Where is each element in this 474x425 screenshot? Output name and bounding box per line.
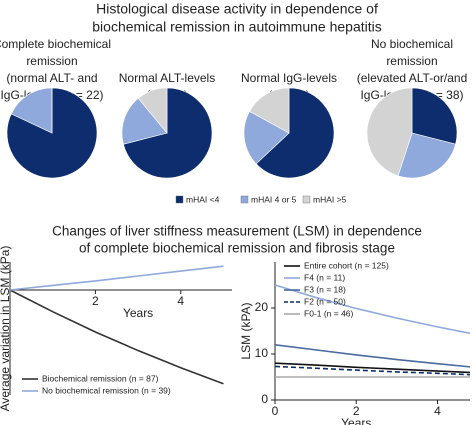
y-tick-label: 10 (255, 346, 269, 360)
pie-title: remission (26, 54, 77, 68)
y-axis-label: Average variation in LSM (kPa) (0, 246, 12, 412)
x-tick-label: 4 (434, 404, 441, 418)
series-line (274, 362, 471, 374)
pie-title: Complete biochemical (0, 37, 111, 51)
series-line (9, 265, 224, 291)
pie-slice (243, 110, 290, 165)
legend-label: No biochemical remission (n = 39) (42, 385, 171, 395)
pie-title: (normal ALT- and (6, 71, 97, 85)
pie-slice (123, 87, 213, 179)
pie-slice (137, 87, 168, 134)
y-axis-label: LSM (kPA) (239, 302, 253, 359)
series-line (274, 344, 471, 368)
pie-slice (249, 87, 290, 134)
legend-label: mHAI 4 or 5 (251, 194, 297, 204)
series-line (274, 365, 471, 376)
pie-slice (397, 132, 456, 179)
legend-swatch (175, 195, 184, 204)
legend-label: F2 (n = 50) (304, 296, 346, 306)
series-line (274, 284, 471, 335)
y-tick-label: 20 (255, 300, 269, 314)
pie-slice (366, 87, 413, 177)
x-axis-label: Years (123, 306, 153, 320)
title: Histological disease activity in depende… (96, 1, 378, 17)
title: biochemical remission in autoimmune hepa… (92, 19, 381, 35)
pie-slice (121, 97, 168, 145)
pie-slice (255, 87, 335, 179)
legend-label: F3 (n = 18) (304, 284, 346, 294)
y-tick-label: 0 (261, 392, 268, 406)
legend-label: Entire cohort (n = 125) (304, 260, 389, 270)
pie-slice (411, 87, 458, 145)
subtitle: of complete biochemical remission and fi… (79, 241, 395, 256)
legend-label: F4 (n = 11) (304, 272, 345, 282)
x-tick-label: 2 (92, 294, 99, 308)
legend-label: mHAI <4 (186, 194, 220, 204)
x-tick-label: 4 (177, 294, 184, 308)
series-line (9, 289, 224, 385)
legend-swatch (302, 195, 311, 204)
legend-label: Biochemical remission (n = 87) (42, 373, 159, 383)
legend-label: F0-1 (n = 46) (304, 308, 354, 318)
pie-title: (elevated ALT-or/and (357, 71, 468, 85)
pie-title: Normal IgG-levels (241, 71, 337, 85)
pie-slice (10, 87, 53, 134)
x-tick-label: 0 (272, 404, 279, 418)
legend-swatch (240, 195, 249, 204)
pie-title: No biochemical (371, 37, 453, 51)
pie-title: remission (386, 54, 437, 68)
legend-label: mHAI >5 (313, 194, 347, 204)
subtitle: Changes of liver stiffness measurement (… (52, 224, 422, 239)
x-tick-label: 2 (353, 404, 360, 418)
pie-title: Normal ALT-levels (119, 71, 215, 85)
x-axis-label: Years (341, 416, 371, 425)
